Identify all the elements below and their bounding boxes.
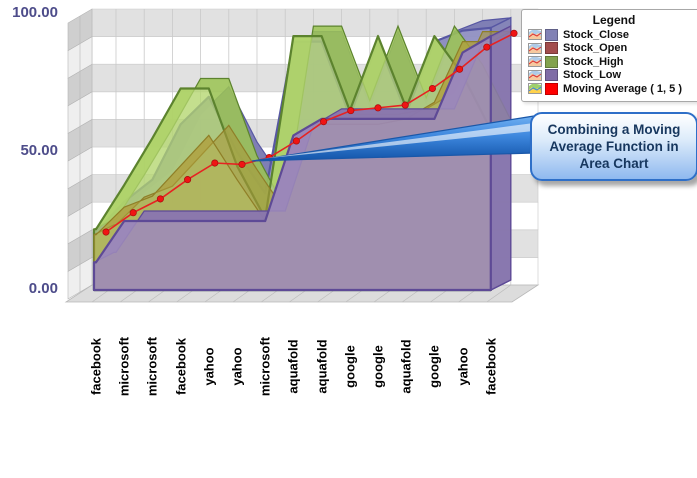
legend-label: Stock_High: [563, 55, 624, 68]
x-axis-label: facebook: [173, 337, 189, 396]
legend-label: Stock_Open: [563, 42, 628, 55]
x-axis-label: google: [426, 345, 442, 388]
x-axis-label: yahoo: [201, 347, 217, 386]
moving-average-marker: [184, 176, 192, 184]
callout-text: Combining a Moving Average Function in A…: [547, 122, 681, 171]
legend-swatch: [545, 28, 558, 41]
area-chart-icon: [528, 56, 542, 68]
legend-label: Moving Average ( 1, 5 ): [563, 82, 682, 95]
legend: Legend Stock_Close Stock_Open Stock_High St…: [521, 9, 697, 102]
area-series-group: [92, 16, 512, 292]
moving-average-marker: [156, 195, 164, 203]
moving-average-marker: [374, 104, 382, 112]
moving-average-marker: [211, 159, 219, 167]
legend-swatch: [545, 55, 558, 68]
x-axis-label: aquafold: [314, 339, 330, 394]
legend-item: Moving Average ( 1, 5 ): [528, 82, 697, 96]
moving-average-marker: [102, 228, 110, 236]
legend-swatch: [545, 82, 558, 95]
moving-average-marker: [292, 137, 300, 145]
x-axis-label: aquafold: [398, 339, 414, 394]
series-stock_low: [92, 24, 512, 292]
x-axis-label: yahoo: [455, 347, 471, 386]
y-axis-label: 100.00: [12, 4, 58, 21]
moving-average-polyline: [105, 32, 515, 233]
x-axis-label: yahoo: [229, 347, 245, 386]
moving-average-marker: [456, 65, 464, 73]
legend-item: Stock_High: [528, 55, 697, 69]
moving-average-icon: [528, 83, 542, 95]
moving-average-marker: [347, 107, 355, 115]
y-axis-label: 0.00: [28, 280, 58, 297]
y-axis-label: 50.00: [20, 142, 58, 159]
area-chart-icon: [528, 29, 542, 41]
area-chart-icon: [528, 42, 542, 54]
legend-label: Stock_Close: [563, 28, 630, 41]
moving-average-marker: [129, 209, 137, 217]
moving-average-marker: [320, 118, 328, 126]
x-axis-label: microsoft: [116, 336, 132, 397]
moving-average-marker: [428, 84, 436, 93]
moving-average-line: [102, 29, 518, 236]
x-axis-label: facebook: [88, 337, 104, 396]
legend-item: Stock_Open: [528, 42, 697, 56]
x-axis-label: aquafold: [285, 339, 301, 394]
callout-beam-gloss: [260, 123, 534, 159]
x-axis-label: facebook: [483, 337, 499, 396]
legend-item: Stock_Low: [528, 69, 697, 83]
floor-tick: [486, 284, 512, 303]
moving-average-marker: [510, 29, 518, 37]
x-axis-label: google: [370, 345, 386, 388]
moving-average-marker: [401, 101, 409, 109]
area-side-face: [490, 24, 512, 292]
legend-item: Stock_Close: [528, 28, 697, 42]
legend-swatch: [545, 42, 558, 55]
legend-swatch: [545, 69, 558, 82]
moving-average-marker: [238, 160, 246, 168]
x-axis-label: microsoft: [257, 336, 273, 397]
area-chart-icon: [528, 69, 542, 81]
callout-box: Combining a Moving Average Function in A…: [530, 112, 697, 181]
moving-average-marker: [483, 43, 491, 51]
x-axis-label: microsoft: [144, 336, 160, 397]
x-axis-label: google: [342, 345, 358, 388]
legend-label: Stock_Low: [563, 69, 622, 82]
legend-title: Legend: [592, 13, 636, 27]
